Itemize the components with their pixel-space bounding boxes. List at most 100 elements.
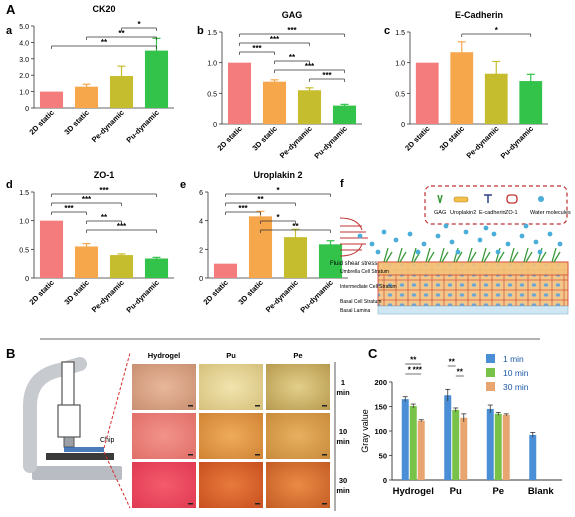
microscope-objective xyxy=(63,436,75,448)
micrograph-pu-10-min xyxy=(199,413,263,459)
panel-c-gray-value-chart: 0 50 100 150 200 Gray value Hydrogel Pu Pe Blank 1… xyxy=(360,354,562,497)
y-tick-label: 150 xyxy=(374,403,387,412)
significance-label: *** xyxy=(117,222,127,231)
water-molecule xyxy=(537,249,543,255)
y-tick-label: 5.0 xyxy=(19,24,29,31)
column-label-hydrogel: Hydrogel xyxy=(148,351,181,360)
water-molecule xyxy=(407,231,413,237)
layer-intermediate: Intermediate Cell Stratum xyxy=(340,284,397,290)
bar-2d-static xyxy=(213,263,238,278)
bar-hydrogel-1-min xyxy=(401,399,409,480)
micrograph-hydrogel-10-min xyxy=(132,413,196,459)
chart-title: ZO-1 xyxy=(94,170,115,180)
chip xyxy=(64,447,104,452)
row-label-10-min: 10 min xyxy=(336,427,350,446)
significance-label: *** xyxy=(252,44,262,53)
y-tick-label: 200 xyxy=(374,378,387,387)
significance-label: ** xyxy=(101,38,108,47)
bar-pe-1-min xyxy=(486,408,494,480)
water-molecule xyxy=(557,241,563,247)
y-tick-label: 0 xyxy=(401,122,405,129)
water-molecule xyxy=(393,237,399,243)
y-tick-label: 0 xyxy=(213,122,217,129)
x-tick-label: 2D static xyxy=(403,124,431,152)
chart-title: CK20 xyxy=(92,4,115,14)
scale-bar xyxy=(322,503,327,505)
y-tick-label: 1.5 xyxy=(207,30,217,37)
layer-lamina: Basal Lamina xyxy=(340,308,371,314)
section-label-a: A xyxy=(6,2,16,17)
water-molecule xyxy=(477,237,483,243)
section-label-c: C xyxy=(368,346,378,361)
chart-title: E-Cadherin xyxy=(455,10,503,20)
bar-3d-static xyxy=(262,81,287,124)
water-molecule xyxy=(421,241,427,247)
water-molecule xyxy=(381,229,387,235)
bar-pu-dynamic xyxy=(144,50,169,108)
layer-umbrella: Umbrella Cell Stratum xyxy=(340,269,389,275)
basal-lamina xyxy=(377,305,569,315)
microscope-stage xyxy=(46,453,114,460)
gag-spike xyxy=(383,247,393,263)
row-label-number: 30 xyxy=(339,476,347,485)
y-tick-label: 0 xyxy=(199,276,203,283)
y-tick-label: 1.0 xyxy=(19,90,29,97)
significance-label: * xyxy=(137,20,141,29)
x-tick-label: 2D static xyxy=(27,278,55,306)
micrograph-pe-10-min xyxy=(266,413,330,459)
row-label-unit: min xyxy=(336,486,350,495)
row-label-unit: min xyxy=(336,437,350,446)
water-molecule xyxy=(369,241,375,247)
row-label-1-min: 1 min xyxy=(336,378,350,397)
row-label-number: 1 xyxy=(341,378,345,387)
x-tick-label: 3D static xyxy=(236,278,264,306)
water-molecule xyxy=(533,239,539,245)
x-tick-label: Pu-dynamic xyxy=(298,278,334,314)
significance-label: *** xyxy=(238,204,248,213)
section-label-b: B xyxy=(6,346,15,361)
x-tick-label: 3D static xyxy=(438,124,466,152)
significance-label: * xyxy=(408,366,412,375)
significance-label: *** xyxy=(99,186,109,195)
x-tick-label: Blank xyxy=(528,486,555,497)
y-tick-label: 2.0 xyxy=(19,73,29,80)
schematic-legend-box xyxy=(424,185,568,225)
microscope-arm xyxy=(23,357,87,473)
scale-bar xyxy=(188,454,193,456)
micrograph-pu-30-min xyxy=(199,462,263,508)
legend-item-zo1: ZO-1 xyxy=(505,210,518,216)
bar-pe-dynamic xyxy=(484,73,508,124)
column-label-pu: Pu xyxy=(226,351,236,360)
gag-spike xyxy=(481,247,491,263)
x-tick-label: Hydrogel xyxy=(393,486,434,497)
x-tick-label: Pu-dynamic xyxy=(124,108,160,144)
water-molecule-icon xyxy=(538,196,544,202)
significance-label: ** xyxy=(410,356,417,365)
panel-letter-b: b xyxy=(197,25,204,37)
panel-f-schematic: f GAG Uroplakin2 E-cadherin ZO-1 Water m… xyxy=(330,178,571,315)
x-tick-label: Pu-dynamic xyxy=(499,124,535,160)
x-tick-label: 2D static xyxy=(27,108,55,136)
x-tick-label: Pu-dynamic xyxy=(124,278,160,314)
x-tick-label: 3D static xyxy=(62,108,90,136)
water-molecule xyxy=(491,231,497,237)
bar-2d-static xyxy=(227,62,252,124)
panel-letter-c: c xyxy=(384,25,390,37)
significance-label: *** xyxy=(287,26,297,35)
bar-pe-dynamic xyxy=(297,90,322,124)
bar-2d-static xyxy=(39,91,64,108)
panel-b-microscope: Chip xyxy=(23,352,131,509)
micrograph-hydrogel-30-min xyxy=(132,462,196,508)
significance-label: *** xyxy=(413,366,423,375)
layer-labels: Umbrella Cell Stratum Intermediate Cell … xyxy=(340,269,397,314)
legend-swatch-1-min xyxy=(486,354,495,363)
x-tick-label: 2D static xyxy=(215,124,243,152)
zoom-line-top xyxy=(103,352,131,449)
scale-bar xyxy=(255,405,260,407)
panel-letter-a: a xyxy=(6,25,13,37)
gag-spike xyxy=(425,247,435,263)
gag-spike xyxy=(523,247,533,263)
